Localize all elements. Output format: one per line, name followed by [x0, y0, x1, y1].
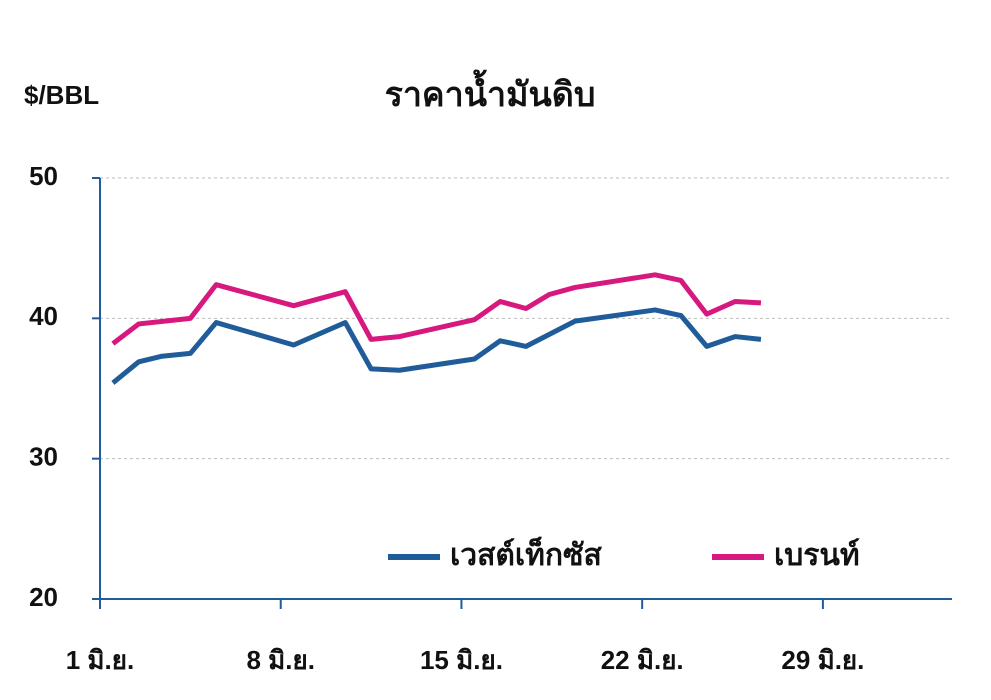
line-series: [111, 272, 762, 346]
x-tick-label: 8 มิ.ย.: [246, 645, 315, 675]
line-series: [111, 307, 762, 385]
x-tick-label: 15 มิ.ย.: [420, 645, 503, 675]
legend-label: เบรนท์: [774, 538, 860, 572]
y-tick-label: 40: [29, 301, 58, 331]
x-tick-label: 1 มิ.ย.: [66, 645, 135, 675]
y-axis-label: $/BBL: [24, 80, 99, 110]
x-tick-label: 22 มิ.ย.: [601, 645, 684, 675]
y-tick-label: 50: [29, 161, 58, 191]
x-tick-label: 29 มิ.ย.: [781, 645, 864, 675]
legend-label: เวสต์เท็กซัส: [450, 536, 602, 572]
chart-title: ราคาน้ำมันดิบ: [385, 69, 596, 114]
y-tick-label: 20: [29, 582, 58, 612]
y-tick-label: 30: [29, 442, 58, 472]
